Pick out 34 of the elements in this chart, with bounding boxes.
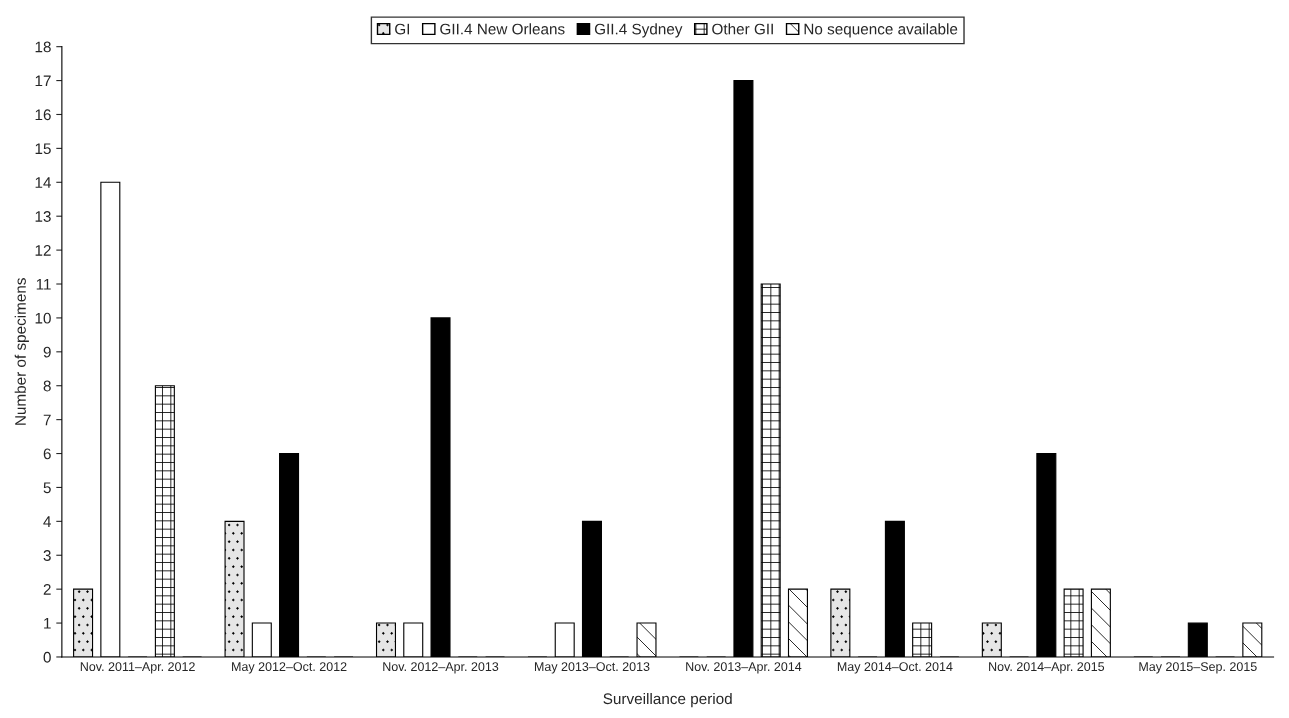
legend-label: GI xyxy=(395,23,410,35)
y-tick-label: 7 xyxy=(43,414,51,426)
x-tick-label: Nov. 2012–Apr. 2013 xyxy=(383,662,499,674)
y-tick-label: 4 xyxy=(43,516,52,527)
y-tick-label: 11 xyxy=(36,279,51,290)
y-tick-label: 13 xyxy=(35,211,51,222)
y-tick-label: 15 xyxy=(35,143,51,155)
x-axis-title: Surveillance period xyxy=(603,692,732,708)
y-tick-label: 14 xyxy=(35,177,52,188)
y-tick-label: 6 xyxy=(43,448,51,460)
x-tick-label: Nov. 2013–Apr. 2014 xyxy=(686,662,802,674)
y-tick-label: 17 xyxy=(35,75,51,87)
y-tick-label: 8 xyxy=(43,380,51,392)
y-tick-label: 12 xyxy=(35,244,51,256)
y-tick-label: 5 xyxy=(43,482,51,494)
legend-label: GII.4 Sydney xyxy=(594,23,683,38)
x-tick-label: Nov. 2011–Apr. 2012 xyxy=(80,662,195,674)
y-tick-label: 0 xyxy=(43,651,51,663)
y-tick-label: 2 xyxy=(43,584,51,595)
x-tick-label: Nov. 2014–Apr. 2015 xyxy=(989,662,1105,674)
y-tick-label: 10 xyxy=(35,312,51,324)
x-tick-label: May 2015–Sep. 2015 xyxy=(1139,662,1257,674)
legend-label: GII.4 New Orleans xyxy=(440,23,565,35)
x-tick-label: May 2014–Oct. 2014 xyxy=(837,662,953,674)
y-tick-label: 1 xyxy=(44,618,51,629)
y-tick-label: 9 xyxy=(43,346,51,358)
x-tick-label: May 2013–Oct. 2013 xyxy=(534,662,650,674)
y-axis-title: Number of specimens xyxy=(14,278,29,425)
y-tick-label: 16 xyxy=(35,109,51,121)
legend-label: Other GII xyxy=(712,23,773,35)
legend-label: No sequence available xyxy=(804,23,958,38)
y-tick-label: 3 xyxy=(43,550,51,561)
x-tick-label: May 2012–Oct. 2012 xyxy=(232,662,347,674)
y-tick-label: 18 xyxy=(35,41,51,53)
